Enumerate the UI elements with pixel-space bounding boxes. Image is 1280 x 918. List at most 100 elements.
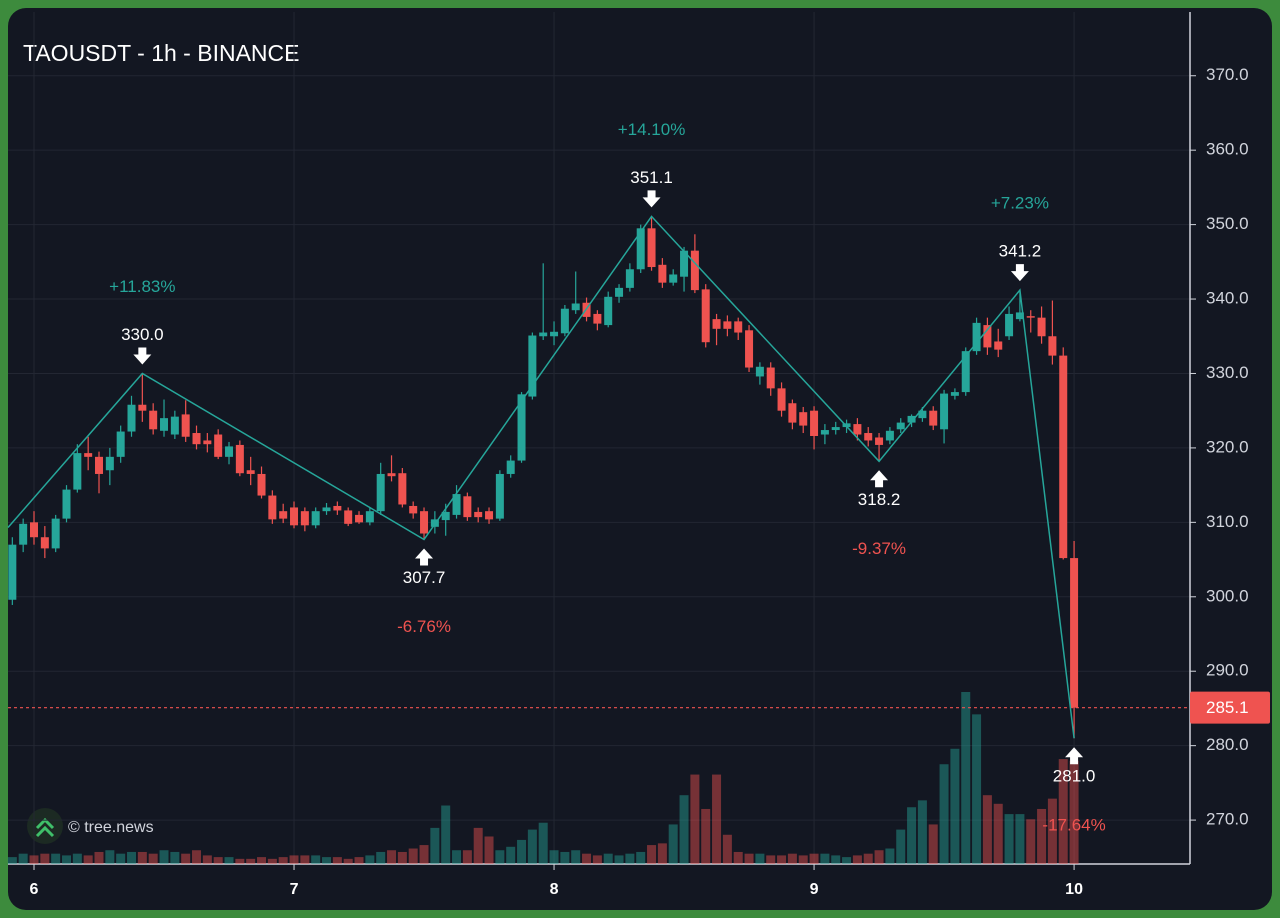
y-tick-label: 340.0 xyxy=(1206,289,1249,308)
candle-body xyxy=(387,473,396,477)
pivot-label: 341.2 xyxy=(999,242,1042,261)
volume-bar xyxy=(29,855,39,864)
candle-body xyxy=(235,444,244,474)
volume-bar xyxy=(354,857,364,864)
volume-bar xyxy=(224,857,234,864)
candle-body xyxy=(257,473,266,496)
volume-bar xyxy=(744,853,754,864)
volume-bar xyxy=(311,855,321,864)
volume-bar xyxy=(430,827,440,864)
candle-body xyxy=(192,433,201,445)
candle-body xyxy=(138,404,147,411)
volume-bar xyxy=(712,774,722,864)
volume-bar xyxy=(397,851,407,864)
volume-bar xyxy=(1015,814,1025,864)
volume-bar xyxy=(939,764,949,864)
volume-bar xyxy=(235,858,245,864)
volume-bar xyxy=(300,855,310,864)
candle-body xyxy=(745,330,754,368)
candle-body xyxy=(647,228,656,268)
volume-bar xyxy=(809,853,819,864)
candle-body xyxy=(225,446,234,457)
x-tick-label: 8 xyxy=(550,881,559,898)
candle-body xyxy=(1070,558,1079,708)
candle-body xyxy=(560,308,569,334)
volume-bar xyxy=(83,855,93,864)
volume-bar xyxy=(202,855,212,864)
volume-bar xyxy=(582,853,592,864)
candle-body xyxy=(961,351,970,393)
pivot-label: 351.1 xyxy=(630,168,673,187)
volume-bar xyxy=(267,858,277,864)
candle-body xyxy=(268,495,277,520)
candle-body xyxy=(409,505,418,514)
volume-bar xyxy=(571,850,581,864)
pivot-label: 330.0 xyxy=(121,325,164,344)
volume-bar xyxy=(1069,760,1079,864)
volume-bar xyxy=(517,839,527,864)
candle-body xyxy=(625,269,634,288)
volume-bar xyxy=(1037,808,1047,864)
candle-body xyxy=(669,274,678,283)
volume-bar xyxy=(170,851,180,864)
volume-bar xyxy=(896,829,906,864)
candle-body xyxy=(766,367,775,389)
volume-bar xyxy=(907,807,917,864)
candle-body xyxy=(885,430,894,441)
watermark: © tree.news xyxy=(68,819,154,836)
y-tick-label: 370.0 xyxy=(1206,65,1249,84)
volume-bar xyxy=(289,855,299,864)
candle-body xyxy=(160,418,169,431)
volume-bar xyxy=(690,774,700,864)
volume-bar xyxy=(40,853,50,864)
change-label: +11.83% xyxy=(109,277,175,296)
volume-bar xyxy=(928,824,938,864)
pivot-arrow xyxy=(870,470,889,488)
volume-bar xyxy=(462,850,472,864)
candle-body xyxy=(615,287,624,297)
volume-bar xyxy=(343,858,353,864)
volume-bar xyxy=(473,827,483,864)
volume-bar xyxy=(365,855,375,864)
chart-panel xyxy=(8,8,1272,910)
volume-bar xyxy=(625,853,635,864)
candle-body xyxy=(853,424,862,435)
volume-bar xyxy=(1058,759,1068,864)
y-tick-label: 300.0 xyxy=(1206,586,1249,605)
volume-bar xyxy=(181,853,191,864)
candle-body xyxy=(116,431,125,457)
candle-body xyxy=(1026,316,1035,318)
candle-body xyxy=(1037,317,1046,337)
volume-bar xyxy=(7,857,17,864)
volume-bar xyxy=(950,748,960,864)
candle-body xyxy=(1005,313,1014,337)
candle-body xyxy=(398,473,407,505)
change-label: +14.10% xyxy=(618,120,686,139)
candle-body xyxy=(712,319,721,329)
volume-bar xyxy=(148,853,158,864)
volume-bar xyxy=(452,850,462,864)
volume-bar xyxy=(105,850,115,864)
candle-body xyxy=(636,228,645,270)
volume-bar xyxy=(159,850,169,864)
candle-body xyxy=(550,331,559,337)
candle-body xyxy=(40,537,49,549)
volume-bar xyxy=(647,845,657,864)
candle-body xyxy=(203,440,212,445)
candle-body xyxy=(170,416,179,435)
candle-body xyxy=(734,321,743,333)
candle-body xyxy=(8,544,17,600)
candle-body xyxy=(571,303,580,311)
candle-body xyxy=(246,470,255,474)
volume-bar xyxy=(495,850,505,864)
volume-bar xyxy=(874,850,884,864)
candle-body xyxy=(441,511,450,521)
candle-body xyxy=(495,473,504,519)
x-tick-label: 9 xyxy=(810,881,819,898)
candle-body xyxy=(983,325,992,348)
candle-body xyxy=(842,423,851,428)
candle-body xyxy=(593,313,602,324)
volume-bar xyxy=(506,846,516,864)
pivot-label: 281.0 xyxy=(1053,767,1096,786)
